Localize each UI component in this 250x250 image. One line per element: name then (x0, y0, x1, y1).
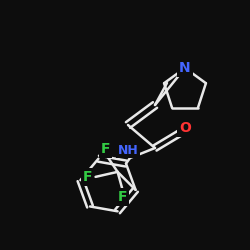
Text: O: O (179, 121, 191, 135)
Text: F: F (101, 142, 110, 156)
Text: NH: NH (118, 144, 139, 156)
Text: F: F (118, 190, 127, 204)
Text: N: N (179, 61, 191, 75)
Text: F: F (83, 170, 92, 184)
